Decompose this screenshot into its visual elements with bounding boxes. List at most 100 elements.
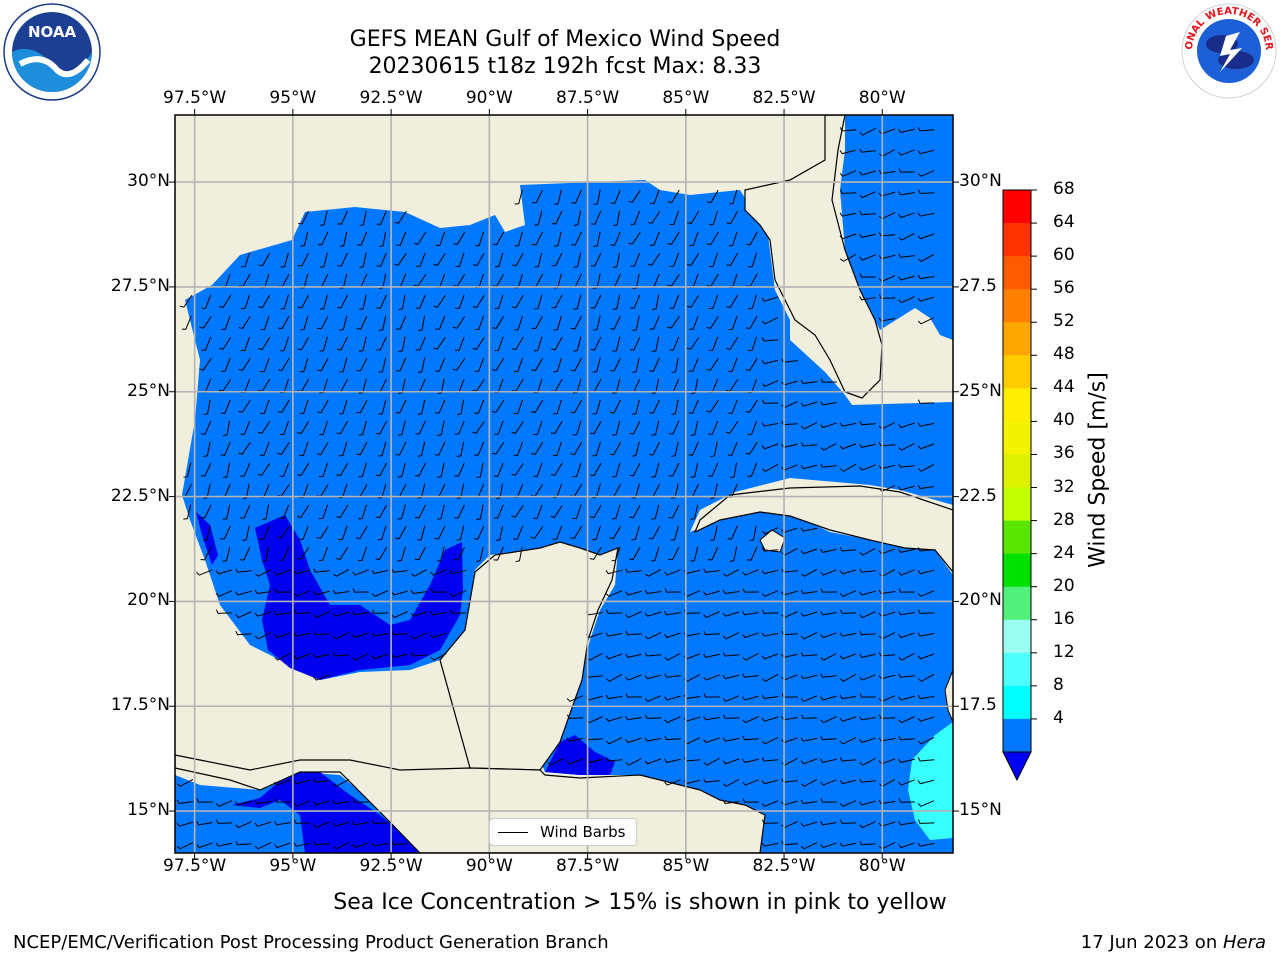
wind-barb [277,441,290,455]
wind-barb [898,212,915,219]
wind-barb [235,611,252,619]
wind-barb [418,315,426,332]
wind-barb [878,464,896,470]
wind-barb [201,420,212,435]
wind-barb [722,568,740,577]
legend-label: Wind Barbs [540,823,626,841]
wind-barb [254,611,272,617]
florida-land [744,115,883,399]
wind-barb [293,800,311,807]
wind-barb [690,420,699,437]
wind-barb [492,231,505,246]
wind-barb [332,799,350,805]
wind-barb [725,420,739,434]
low-speed-region-pacific [232,772,420,853]
wind-barb [605,653,623,660]
wind-barb [726,294,739,308]
wind-barb [352,632,369,639]
wind-barb [472,294,485,308]
wind-barb [650,189,660,204]
wind-barb [572,504,582,520]
wind-barb [299,315,309,331]
wind-barb [280,294,289,310]
wind-barb [313,590,330,596]
wind-barb [898,191,915,196]
wind-barb [215,819,233,824]
lon-label-bottom: 85°W [662,856,710,876]
wind-barb [605,673,623,682]
wind-barb [605,609,623,614]
wind-barb [572,462,582,478]
wind-barb [222,546,231,562]
wind-barb [199,315,212,329]
wind-barb [357,231,368,246]
wind-barb [859,737,876,744]
wind-barb [761,463,779,472]
wind-barb [456,525,465,541]
wind-barb [494,336,504,352]
wind-barb [878,232,896,237]
wind-barb [437,378,445,395]
wind-barb [669,210,680,225]
wind-barb [176,799,194,805]
wind-barb [378,315,387,331]
wind-barb [722,611,740,617]
wind-barb [878,652,896,657]
wind-barb [235,800,252,806]
wind-barb [917,673,935,682]
wind-barb [839,422,857,427]
wind-barb [625,737,642,744]
wind-barb [664,611,681,616]
wind-barb [221,357,231,372]
wind-barb [917,127,935,132]
wind-barb [495,525,504,542]
wind-barb [550,420,563,435]
wind-barb [898,695,915,701]
caribbean-coast-land [944,669,953,723]
wind-barb [235,630,252,636]
wind-barb [859,443,876,448]
wind-barb [530,525,544,539]
wind-barb [722,695,740,702]
wind-barb [316,441,329,456]
wind-barb [820,611,837,616]
wind-barb [761,673,779,682]
wind-barb [391,568,408,573]
wind-barb [297,336,310,351]
colorbar-swatch [1003,685,1031,720]
wind-barb [820,463,837,468]
wind-barb [800,632,818,640]
wind-barb [605,590,623,597]
wind-barb [449,590,467,597]
wind-barb [859,716,876,721]
wind-barb [605,569,623,575]
wind-barb [722,632,740,640]
wind-barb [215,569,233,575]
wind-barb [629,420,641,435]
wind-barb [859,464,876,471]
wind-barb [573,210,582,226]
wind-barb [761,590,779,597]
wind-barb [664,569,681,576]
wind-barb [800,652,818,657]
wind-barb [667,189,680,203]
wind-barb [313,800,330,806]
wind-barb [220,399,231,414]
wind-barb [722,589,740,595]
wind-barb [319,252,328,268]
wind-barb [917,609,935,614]
wind-barb [722,652,740,657]
colorbar-swatch [1003,421,1031,455]
wind-barb [632,315,640,331]
wind-barb [625,630,642,636]
wind-barb [491,441,505,455]
wind-barb [726,252,739,267]
wind-barb [551,252,563,267]
wind-barb [664,779,681,786]
wind-barb [628,189,641,203]
wind-barb [839,170,857,177]
wind-barb [413,273,427,287]
wind-barb [274,798,291,803]
wind-barb [722,674,740,680]
wind-barb [260,441,270,456]
